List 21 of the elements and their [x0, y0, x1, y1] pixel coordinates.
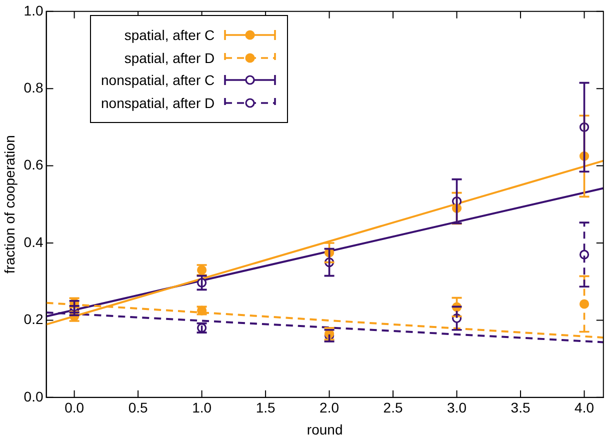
x-axis-title: round — [306, 421, 343, 438]
legend-label: spatial, after D — [124, 50, 215, 66]
y-tick-label: 0.2 — [24, 311, 44, 328]
y-tick-label: 0.0 — [24, 388, 44, 404]
x-tick-label: 1.5 — [256, 400, 276, 416]
y-tick-label: 1.0 — [24, 2, 44, 18]
x-tick-label: 3.0 — [447, 400, 467, 416]
x-tick-label: 2.0 — [320, 400, 340, 416]
x-tick-label: 4.0 — [574, 400, 594, 416]
y-tick-label: 0.4 — [24, 234, 44, 250]
x-tick-label: 1.0 — [192, 400, 212, 416]
y-axis-title: fraction of cooperation — [1, 135, 18, 274]
legend-label: nonspatial, after C — [101, 72, 215, 88]
x-tick-label: 2.5 — [383, 400, 403, 416]
x-tick-label: 0.5 — [128, 400, 148, 416]
x-tick-label: 0.0 — [64, 400, 84, 416]
y-tick-label: 0.6 — [24, 156, 44, 173]
x-tick-label: 3.5 — [510, 400, 530, 416]
y-tick-label: 0.8 — [24, 79, 44, 96]
legend-label: spatial, after C — [124, 27, 215, 44]
legend-label: nonspatial, after D — [101, 94, 215, 111]
